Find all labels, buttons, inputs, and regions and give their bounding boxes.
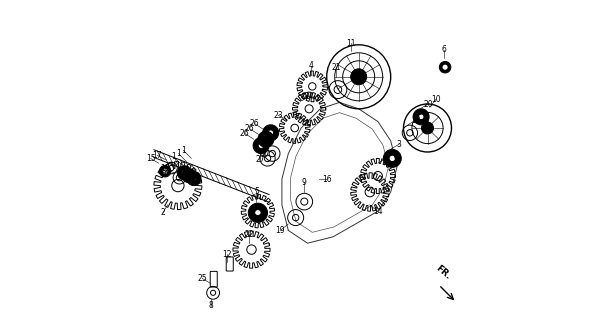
Circle shape xyxy=(439,61,451,73)
Text: 25: 25 xyxy=(197,274,207,283)
Circle shape xyxy=(351,69,367,85)
Text: 22: 22 xyxy=(245,230,254,239)
Text: 24: 24 xyxy=(305,92,314,100)
Circle shape xyxy=(421,122,434,134)
Text: 19: 19 xyxy=(276,226,285,235)
Text: 27: 27 xyxy=(256,155,265,164)
Text: 26: 26 xyxy=(240,129,250,138)
Circle shape xyxy=(159,165,171,177)
Text: 3: 3 xyxy=(397,140,402,148)
Text: FR.: FR. xyxy=(434,263,452,281)
Text: 5: 5 xyxy=(254,188,259,196)
Text: 23: 23 xyxy=(273,111,283,120)
Text: 17: 17 xyxy=(153,151,162,160)
Text: 13: 13 xyxy=(160,164,170,172)
Text: 11: 11 xyxy=(346,39,355,48)
Text: 9: 9 xyxy=(301,178,306,187)
Text: 8: 8 xyxy=(208,301,213,310)
Text: 2: 2 xyxy=(161,208,165,217)
Circle shape xyxy=(162,169,168,174)
Text: 20: 20 xyxy=(423,100,433,108)
Text: 21: 21 xyxy=(331,63,341,72)
Text: 26: 26 xyxy=(250,119,259,128)
Text: 10: 10 xyxy=(431,95,441,104)
Text: 26: 26 xyxy=(245,124,255,133)
Text: 1: 1 xyxy=(176,149,181,158)
Text: 7: 7 xyxy=(384,154,388,163)
Text: 1: 1 xyxy=(181,146,186,155)
Text: 4: 4 xyxy=(308,61,313,70)
Text: 12: 12 xyxy=(222,250,232,259)
Text: 15: 15 xyxy=(146,154,156,163)
Text: 27: 27 xyxy=(260,150,270,159)
Text: 14: 14 xyxy=(373,207,383,216)
Text: 1: 1 xyxy=(172,152,176,161)
Text: 16: 16 xyxy=(322,175,331,184)
Circle shape xyxy=(443,65,448,70)
Text: 6: 6 xyxy=(442,45,446,54)
Text: 18: 18 xyxy=(411,116,421,124)
